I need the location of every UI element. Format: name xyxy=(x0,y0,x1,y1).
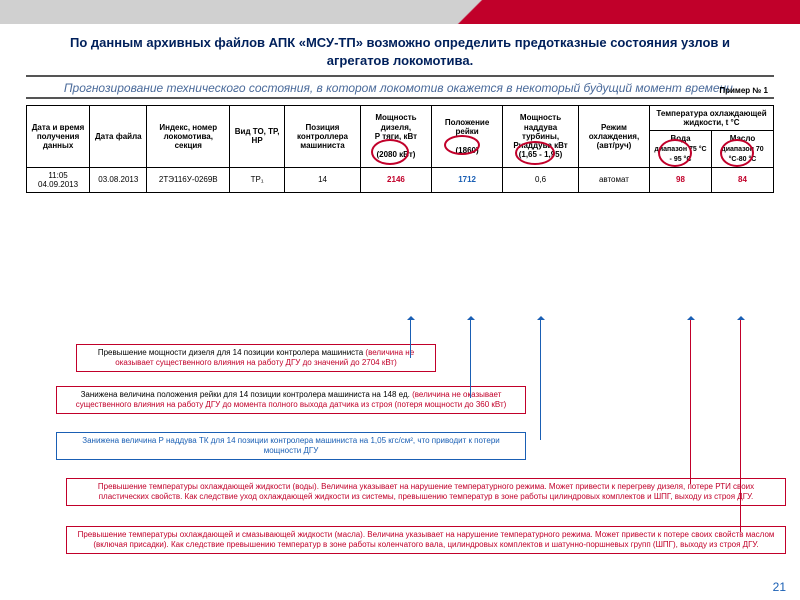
cell-type: ТР₁ xyxy=(230,167,285,192)
data-table: Дата и время получения данных Дата файла… xyxy=(26,105,774,193)
page-title: По данным архивных файлов АПК «МСУ-ТП» в… xyxy=(0,24,800,75)
cell-filedate: 03.08.2013 xyxy=(90,167,147,192)
col-index: Индекс, номер локомотива, секция xyxy=(147,106,230,168)
cell-pos: 14 xyxy=(285,167,361,192)
col-position: Позиция контроллера машиниста xyxy=(285,106,361,168)
arrow-4 xyxy=(690,318,691,484)
cell-turbo: 0,6 xyxy=(503,167,579,192)
col-turbo: Мощность наддува турбины, Pнаддува кВт (… xyxy=(503,106,579,168)
table-row: 11:05 04.09.2013 03.08.2013 2ТЭ116У-0269… xyxy=(27,167,774,192)
col-rail: Положение рейки (1860) xyxy=(432,106,503,168)
note-4: Превышение температуры охлаждающей жидко… xyxy=(66,478,786,506)
subtitle-box: Прогнозирование технического состояния, … xyxy=(26,75,774,99)
note-3: Занижена величина P наддува ТК для 14 по… xyxy=(56,432,526,460)
example-label: Пример № 1 xyxy=(719,86,768,95)
col-temp-group: Температура охлаждающей жидкости, t °С xyxy=(650,106,774,131)
cell-index: 2ТЭ116У-0269В xyxy=(147,167,230,192)
cell-oil: 84 xyxy=(711,167,773,192)
cell-water: 98 xyxy=(650,167,712,192)
cell-rail: 1712 xyxy=(432,167,503,192)
cell-datetime: 11:05 04.09.2013 xyxy=(27,167,90,192)
cell-cool: автомат xyxy=(578,167,649,192)
col-diesel: Мощность дизеля, P тяги, кВт (2080 кВт) xyxy=(360,106,431,168)
arrow-3 xyxy=(540,318,541,440)
note-2: Занижена величина положения рейки для 14… xyxy=(56,386,526,414)
header-bar xyxy=(0,0,800,24)
subtitle-text: Прогнозирование технического состояния, … xyxy=(64,81,736,95)
page-number: 21 xyxy=(773,580,786,594)
col-oil: Масло диапазон 70 °С-80 °С xyxy=(711,131,773,167)
note-1: Превышение мощности дизеля для 14 позици… xyxy=(76,344,436,372)
col-filedate: Дата файла xyxy=(90,106,147,168)
note-5: Превышение температуры охлаждающей и сма… xyxy=(66,526,786,554)
col-type: Вид ТО, ТР, НР xyxy=(230,106,285,168)
cell-diesel: 2146 xyxy=(360,167,431,192)
col-water: Вода диапазон 75 °С - 95 °С xyxy=(650,131,712,167)
col-cooling: Режим охлаждения, (авт/руч) xyxy=(578,106,649,168)
col-datetime: Дата и время получения данных xyxy=(27,106,90,168)
